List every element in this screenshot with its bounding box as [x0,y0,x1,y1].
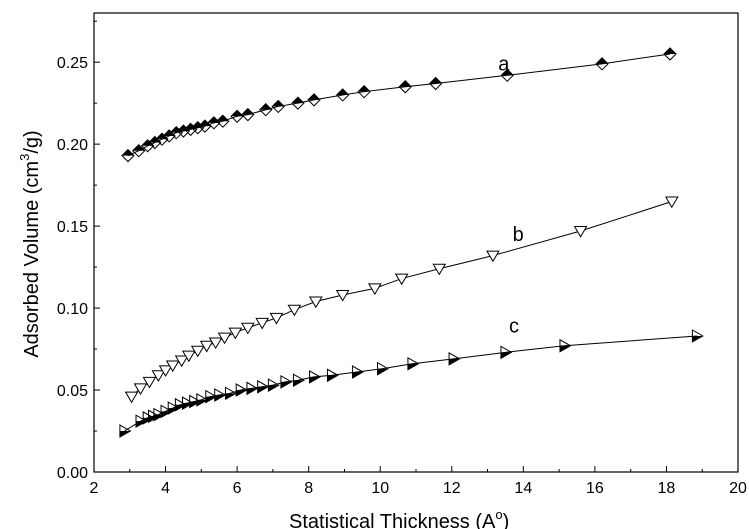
x-tick-label: 16 [586,480,604,497]
data-point-b [199,340,214,353]
data-point-b [142,376,157,389]
x-tick-label: 20 [729,480,747,497]
data-point-b [240,322,255,335]
data-point-a [307,93,321,107]
x-tick-label: 12 [443,480,461,497]
series-label-b: b [513,224,524,246]
series-annotations: a b c [498,53,523,337]
data-point-b [124,391,139,404]
data-point-a [191,121,205,135]
data-point-b [217,332,232,345]
data-point-a [259,103,273,117]
y-tick-label: 0.25 [57,55,88,72]
data-point-c [196,393,209,407]
data-point-b [174,355,189,368]
series-label-c: c [509,316,519,338]
y-tick-label: 0.00 [57,465,88,482]
x-tick-label: 10 [371,480,389,497]
data-point-a [335,88,350,102]
data-point-a [428,76,443,91]
x-axis-title: Statistical Thickness (Ao) [289,507,509,529]
data-point-c [377,361,390,376]
data-point-c [246,381,259,396]
data-point-a [291,96,305,110]
series-line-b [131,201,672,397]
y-tick-label: 0.15 [57,219,88,236]
data-point-b [432,263,447,276]
series-line-a [127,53,671,157]
x-tick-label: 4 [161,480,170,497]
data-point-b [228,327,243,340]
data-point-c [280,374,293,389]
y-tick-label: 0.20 [57,137,88,154]
x-tick-label: 14 [514,480,532,497]
data-point-b [190,345,205,358]
data-point-c [448,352,461,366]
data-point-b [335,289,350,302]
data-point-c [351,365,364,379]
data-point-b [287,304,302,317]
series-markers [119,47,704,438]
data-point-b [269,312,284,325]
data-point-b [664,196,679,209]
data-point-c [205,389,218,404]
data-point-c [500,345,513,360]
data-point-a [241,107,255,122]
data-point-b [158,365,173,378]
data-point-b [486,250,500,263]
data-point-b [208,337,223,350]
y-tick-label: 0.10 [57,301,88,318]
data-point-a [357,84,371,99]
data-point-b [367,283,382,296]
data-point-c [119,424,132,438]
data-point-c [235,383,248,397]
data-point-a [230,109,244,123]
x-tick-label: 18 [658,480,676,497]
data-point-a [216,114,230,128]
data-point-c [267,378,280,392]
series-line-c [124,335,697,432]
data-point-c [292,373,305,388]
y-tick-label: 0.05 [57,383,88,400]
data-point-a [500,68,514,82]
data-point-c [224,386,237,401]
data-point-c [326,368,339,383]
data-point-a [121,148,135,163]
data-point-a [663,47,677,61]
data-point-c [309,370,322,384]
x-tick-label: 2 [90,480,99,497]
data-point-c [257,379,270,394]
data-point-b [573,226,588,238]
data-point-a [176,124,191,138]
data-point-b [181,350,196,363]
data-point-a [271,99,285,114]
data-point-c [691,329,704,343]
data-point-c [407,356,420,371]
data-point-b [133,383,148,396]
data-point-a [132,143,146,158]
data-point-a [183,122,198,137]
data-point-b [165,360,180,373]
y-axis-title: Adsorbed Volume (cm3/g) [17,130,43,357]
data-point-b [151,370,166,382]
data-point-b [394,273,409,286]
series-lines [124,53,697,432]
data-point-c [559,338,572,353]
data-point-a [169,125,183,140]
axis-ticks: 2 4 6 8 10 12 14 16 18 20 0.00 0.05 0.10 0.15 0.20 0.25 [57,20,747,497]
data-point-b [255,317,270,330]
x-tick-label: 8 [304,480,313,497]
x-tick-label: 6 [233,480,242,497]
series-label-a: a [498,53,510,75]
data-point-b [308,296,323,309]
data-point-c [214,388,227,402]
data-point-a [595,57,609,71]
data-point-a [398,80,412,94]
